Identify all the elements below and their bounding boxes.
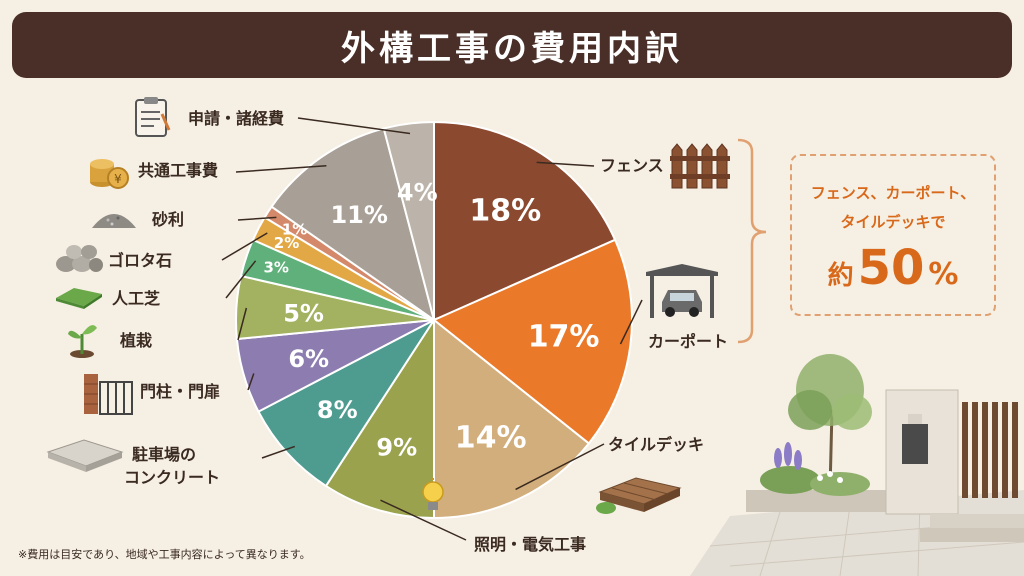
label-gate: 門柱・門扉 bbox=[140, 382, 221, 401]
pie-pct-label-0: 18% bbox=[469, 194, 541, 229]
leader-line-9 bbox=[237, 216, 277, 221]
pie-pct-label-6: 5% bbox=[283, 300, 324, 328]
leader-line-3 bbox=[380, 499, 467, 541]
leader-line-7 bbox=[225, 260, 257, 299]
pie-pct-label-11: 4% bbox=[397, 178, 438, 206]
pie-slice-2 bbox=[433, 317, 591, 520]
pie-pct-label-4: 8% bbox=[317, 396, 358, 424]
callout-suffix: % bbox=[928, 257, 959, 292]
leader-line-10 bbox=[235, 165, 327, 173]
concrete-slab-icon bbox=[46, 439, 124, 472]
label-stones: ゴロタ石 bbox=[108, 251, 173, 270]
clipboard-icon bbox=[135, 97, 171, 137]
garden-scene-illustration bbox=[690, 354, 1024, 576]
label-permit: 申請・諸経費 bbox=[188, 109, 285, 128]
sprout-icon bbox=[68, 325, 97, 358]
label-turf: 人工芝 bbox=[112, 289, 161, 308]
callout-box: フェンス、カーポート、 タイルデッキで 約50% bbox=[790, 154, 996, 316]
page-title: 外構工事の費用内訳 bbox=[341, 28, 683, 69]
pie-pct-label-1: 17% bbox=[528, 320, 600, 355]
carport-icon bbox=[646, 264, 718, 318]
lightbulb-icon bbox=[422, 478, 444, 510]
coins-icon: ¥ bbox=[90, 159, 129, 189]
callout-line2: タイルデッキで bbox=[840, 213, 946, 231]
pie-slice-4 bbox=[257, 317, 437, 488]
pie-pct-label-5: 6% bbox=[288, 345, 329, 373]
gate-icon bbox=[84, 374, 133, 415]
pie-slice-0 bbox=[433, 120, 617, 322]
pie-slice-3 bbox=[324, 316, 435, 520]
pie-pct-label-3: 9% bbox=[376, 433, 417, 461]
footnote: ※費用は目安であり、地域や工事内容によって異なります。 bbox=[18, 548, 311, 561]
fence-icon bbox=[670, 143, 730, 189]
callout-prefix: 約 bbox=[827, 261, 854, 291]
pie-pct-label-2: 14% bbox=[455, 421, 527, 456]
label-lighting: 照明・電気工事 bbox=[474, 535, 587, 554]
leader-line-0 bbox=[536, 161, 595, 167]
pie-slice-11 bbox=[382, 120, 435, 321]
leader-line-2 bbox=[515, 443, 605, 491]
leader-line-11 bbox=[297, 117, 411, 135]
callout-bracket bbox=[737, 138, 767, 344]
svg-text:¥: ¥ bbox=[114, 172, 122, 186]
label-fence: フェンス bbox=[600, 156, 664, 175]
label-gravel: 砂利 bbox=[152, 210, 185, 229]
pie-pct-label-7: 3% bbox=[263, 259, 288, 277]
pie-slice-1 bbox=[432, 238, 633, 445]
leader-line-5 bbox=[247, 373, 255, 391]
gravel-icon bbox=[92, 214, 136, 228]
label-carport: カーポート bbox=[648, 332, 729, 351]
deck-icon bbox=[596, 477, 682, 514]
pie-pct-label-10: 11% bbox=[330, 201, 387, 229]
callout-number: 50 bbox=[857, 240, 925, 296]
stones-icon bbox=[56, 245, 103, 272]
turf-icon bbox=[56, 288, 102, 309]
leader-line-8 bbox=[221, 232, 268, 261]
callout-total: 約50% bbox=[792, 240, 994, 296]
leader-line-1 bbox=[619, 299, 643, 345]
label-planting: 植栽 bbox=[120, 331, 153, 350]
label-parking-2: コンクリート bbox=[124, 468, 221, 487]
pie-pct-label-9: 1% bbox=[282, 220, 307, 238]
title-bar: 外構工事の費用内訳 bbox=[12, 12, 1012, 78]
leader-line-4 bbox=[261, 445, 296, 459]
callout-line1: フェンス、カーポート、 bbox=[810, 184, 976, 202]
label-parking-1: 駐車場の bbox=[132, 445, 197, 464]
pie-slice-10 bbox=[270, 127, 436, 323]
pie-pct-label-8: 2% bbox=[274, 234, 299, 252]
label-tiledeck: タイルデッキ bbox=[608, 435, 705, 454]
leader-line-6 bbox=[237, 307, 248, 341]
label-common: 共通工事費 bbox=[138, 161, 219, 180]
